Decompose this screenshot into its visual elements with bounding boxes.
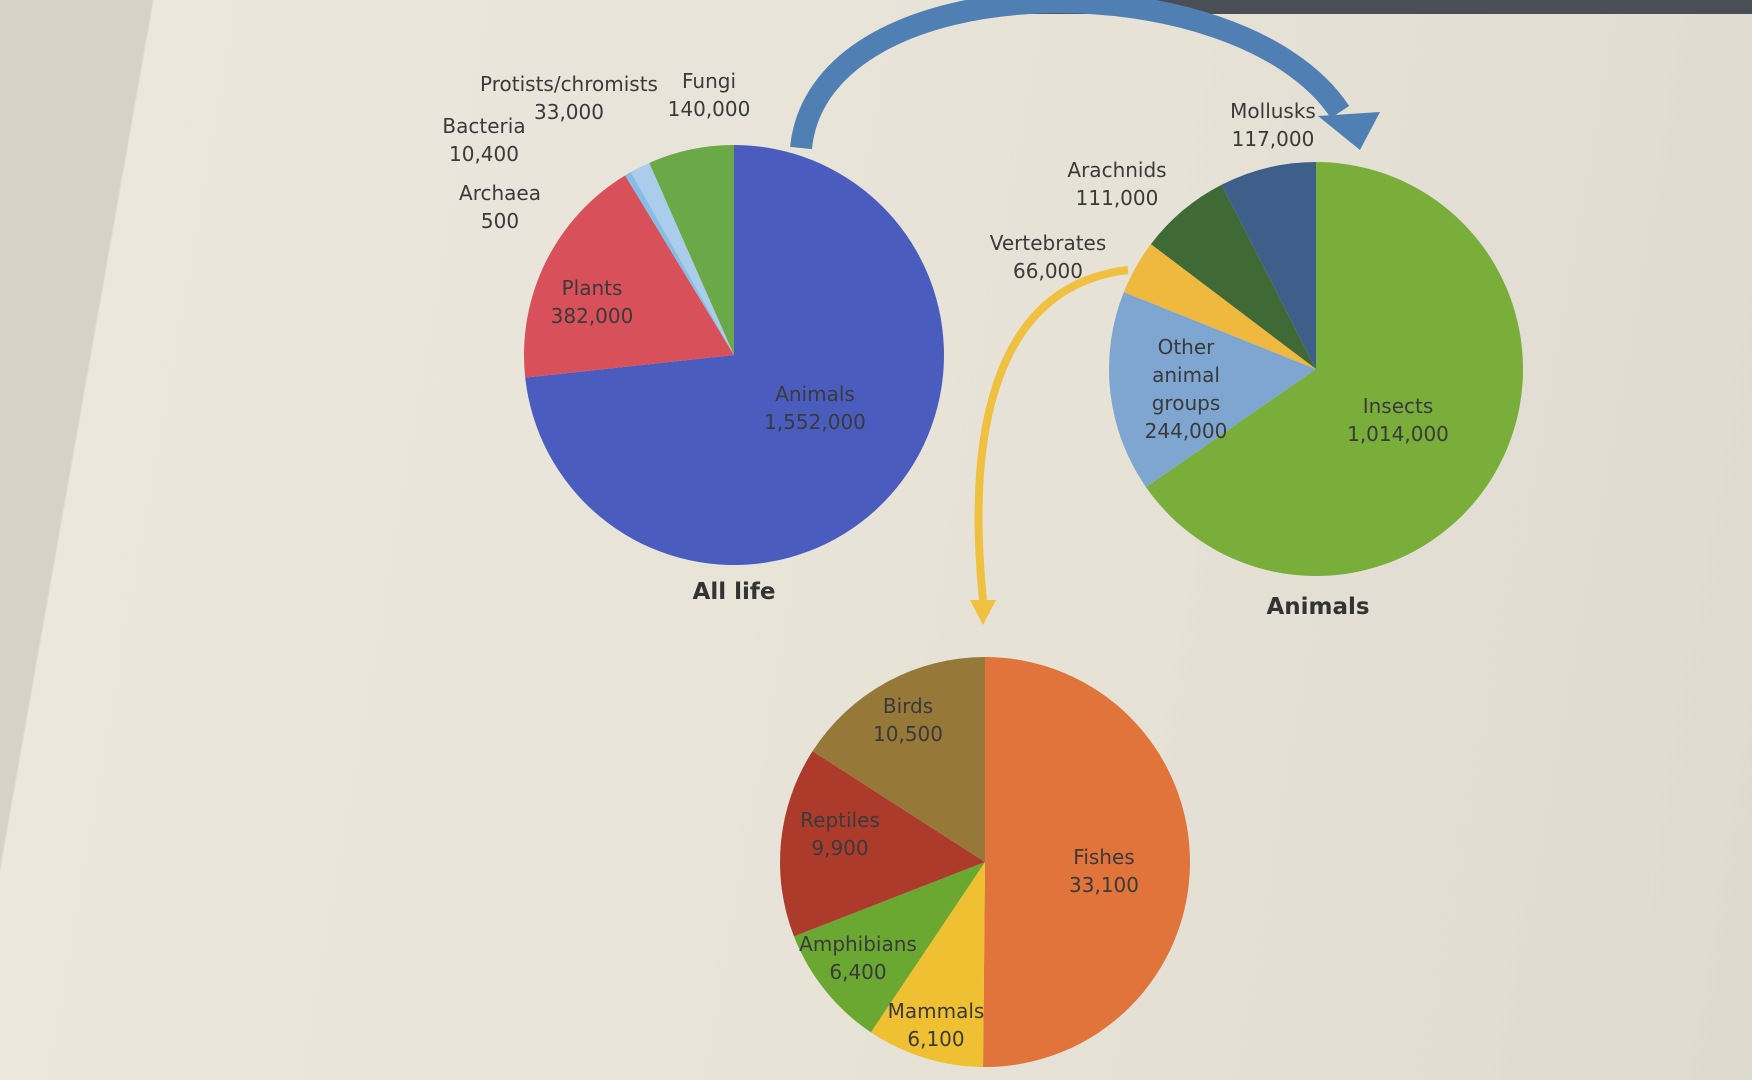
slice-value: 117,000 <box>1231 127 1315 151</box>
slice-label: Other animal groups 244,000 <box>1121 333 1251 445</box>
pie-slice <box>625 175 734 355</box>
slice-label: Fungi 140,000 <box>668 67 751 123</box>
flow-arrow <box>790 0 1350 150</box>
slice-value: 1,014,000 <box>1347 422 1449 446</box>
slice-name: Mammals <box>887 999 985 1023</box>
slice-name: Plants <box>561 276 623 300</box>
chart-title: Animals <box>1266 594 1370 620</box>
slice-label: Archaea 500 <box>459 179 541 235</box>
slice-value: 111,000 <box>1075 186 1159 210</box>
slice-value: 140,000 <box>667 97 751 121</box>
pie-slice <box>1150 184 1316 369</box>
slice-label: Amphibians 6,400 <box>799 930 917 986</box>
slice-name: Birds <box>882 694 934 718</box>
slice-value: 9,900 <box>811 836 869 860</box>
slice-value: 10,400 <box>449 142 519 166</box>
pie-slice <box>524 175 734 378</box>
slice-name: Amphibians <box>799 932 917 956</box>
slice-value: 66,000 <box>1013 259 1083 283</box>
slice-label: Bacteria 10,400 <box>442 112 525 168</box>
slice-value: 6,400 <box>829 960 887 984</box>
flow-arrow <box>974 266 1129 601</box>
pie-slice <box>1146 162 1523 576</box>
pie-slice <box>525 145 944 566</box>
slice-label: Plants 382,000 <box>551 274 634 330</box>
slice-name: Archaea <box>459 181 541 205</box>
pie-slice <box>1123 244 1316 369</box>
slice-label: Arachnids 111,000 <box>1067 156 1166 212</box>
pie-slice <box>983 657 1190 1067</box>
slice-label: Mollusks 117,000 <box>1230 97 1316 153</box>
slice-label: Animals 1,552,000 <box>764 380 866 436</box>
slice-value: 6,100 <box>907 1027 965 1051</box>
slice-name: Bacteria <box>442 114 526 138</box>
slice-name: Arachnids <box>1067 158 1167 182</box>
pie-slice <box>1221 162 1316 369</box>
slice-label: Reptiles 9,900 <box>800 806 880 862</box>
chart-title: All life <box>692 579 776 605</box>
slice-value: 10,500 <box>873 722 943 746</box>
slice-label: Mammals 6,100 <box>888 997 985 1053</box>
pie-slice <box>780 751 985 937</box>
pie-slice <box>1108 292 1316 488</box>
slice-label: Insects 1,014,000 <box>1347 392 1449 448</box>
slice-value: 1,552,000 <box>764 410 866 434</box>
arrow-head <box>970 600 996 625</box>
slice-name: Animals <box>775 382 855 406</box>
slice-name: Protists/chromists <box>480 72 658 96</box>
slice-value: 33,100 <box>1069 873 1139 897</box>
pie-slice <box>630 162 734 355</box>
slice-name: Insects <box>1362 394 1434 418</box>
slice-name: Fishes <box>1073 845 1135 869</box>
slice-name: Other animal groups <box>1151 335 1221 415</box>
slice-label: Vertebrates 66,000 <box>990 229 1107 285</box>
slice-value: 500 <box>480 209 520 233</box>
slice-value: 244,000 <box>1144 419 1228 443</box>
slice-label: Birds 10,500 <box>873 692 943 748</box>
slice-name: Vertebrates <box>989 231 1107 255</box>
pie-slice <box>812 657 985 862</box>
arrow-head <box>1318 112 1380 150</box>
slice-value: 33,000 <box>534 100 604 124</box>
pie-slice <box>870 862 985 1067</box>
slice-value: 382,000 <box>550 304 634 328</box>
slice-name: Reptiles <box>800 808 880 832</box>
pie-slice <box>793 862 985 1033</box>
pie-slice <box>649 145 734 355</box>
slice-name: Mollusks <box>1230 99 1316 123</box>
slice-label: Protists/chromists 33,000 <box>480 70 658 126</box>
slice-name: Fungi <box>681 69 736 93</box>
pie-slice <box>625 172 734 355</box>
slice-label: Fishes 33,100 <box>1069 843 1139 899</box>
